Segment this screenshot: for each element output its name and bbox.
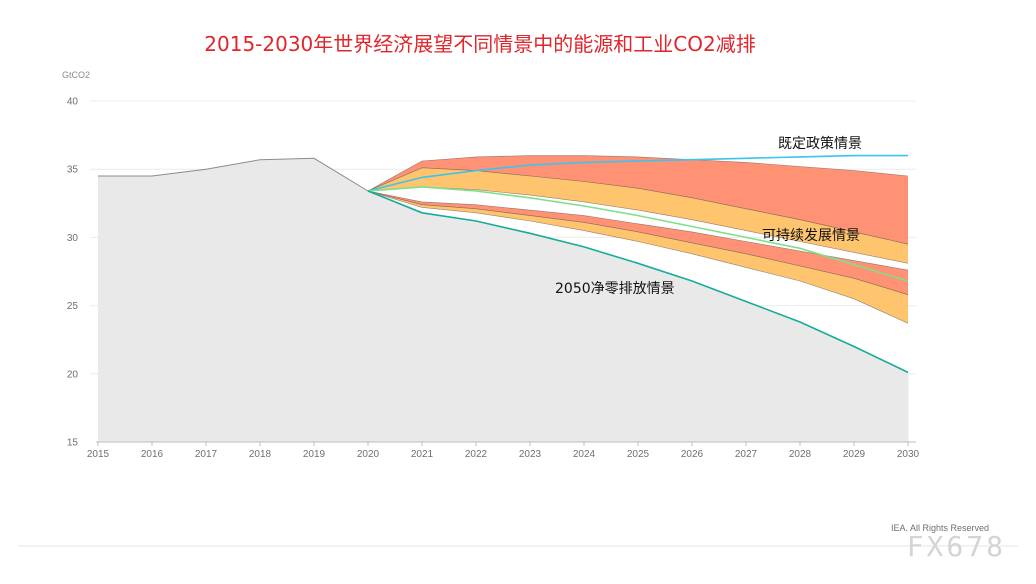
y-tick-label: 15 bbox=[67, 438, 79, 449]
scenario-band bbox=[368, 155, 908, 245]
y-tick-label: 25 bbox=[67, 301, 79, 312]
x-tick-label: 2026 bbox=[681, 449, 704, 460]
band-edge bbox=[367, 190, 909, 324]
series-label: 可持续发展情景 bbox=[762, 227, 860, 244]
x-tick-label: 2020 bbox=[357, 449, 380, 460]
y-tick-label: 20 bbox=[67, 369, 79, 380]
y-axis-unit: GtCO2 bbox=[62, 70, 90, 80]
y-tick-label: 30 bbox=[67, 233, 79, 244]
historical-area bbox=[98, 157, 909, 443]
x-tick-label: 2017 bbox=[195, 449, 218, 460]
credit-text: IEA. All Rights Reserved bbox=[891, 523, 989, 533]
historical-line bbox=[98, 157, 369, 192]
x-tick-label: 2024 bbox=[573, 449, 596, 460]
series-line bbox=[367, 154, 908, 192]
x-axis-ticks: 2015 2016 2017 2018 2019 2020 2021 2022 2023 2024… bbox=[87, 442, 920, 460]
scenario-band bbox=[368, 167, 908, 264]
x-tick-label: 2022 bbox=[465, 449, 488, 460]
x-tick-label: 2016 bbox=[141, 449, 164, 460]
y-axis-ticks: 40 35 30 25 20 15 bbox=[67, 97, 79, 449]
x-tick-label: 2025 bbox=[627, 449, 650, 460]
watermark: FX678 bbox=[907, 530, 1006, 563]
historical-fill bbox=[98, 158, 908, 443]
x-tick-label: 2028 bbox=[789, 449, 812, 460]
y-tick-label: 35 bbox=[67, 165, 79, 176]
band-edge bbox=[367, 186, 909, 264]
x-tick-label: 2027 bbox=[735, 449, 758, 460]
series-line bbox=[367, 186, 909, 282]
x-tick-label: 2023 bbox=[519, 449, 542, 460]
y-tick-label: 40 bbox=[67, 97, 79, 108]
series-line bbox=[367, 190, 909, 374]
band-edge bbox=[367, 155, 909, 192]
x-tick-label: 2030 bbox=[897, 449, 920, 460]
band-edge bbox=[367, 167, 909, 245]
scenario-lines bbox=[367, 154, 909, 374]
chart-title: 2015-2030年世界经济展望不同情景中的能源和工业CO2减排 bbox=[204, 32, 755, 56]
band-edge bbox=[367, 190, 909, 295]
x-tick-label: 2018 bbox=[249, 449, 272, 460]
x-tick-label: 2021 bbox=[411, 449, 434, 460]
series-label: 既定政策情景 bbox=[778, 135, 862, 152]
x-tick-label: 2019 bbox=[303, 449, 326, 460]
x-tick-label: 2015 bbox=[87, 449, 110, 460]
x-tick-label: 2029 bbox=[843, 449, 866, 460]
series-label: 2050净零排放情景 bbox=[555, 281, 675, 297]
